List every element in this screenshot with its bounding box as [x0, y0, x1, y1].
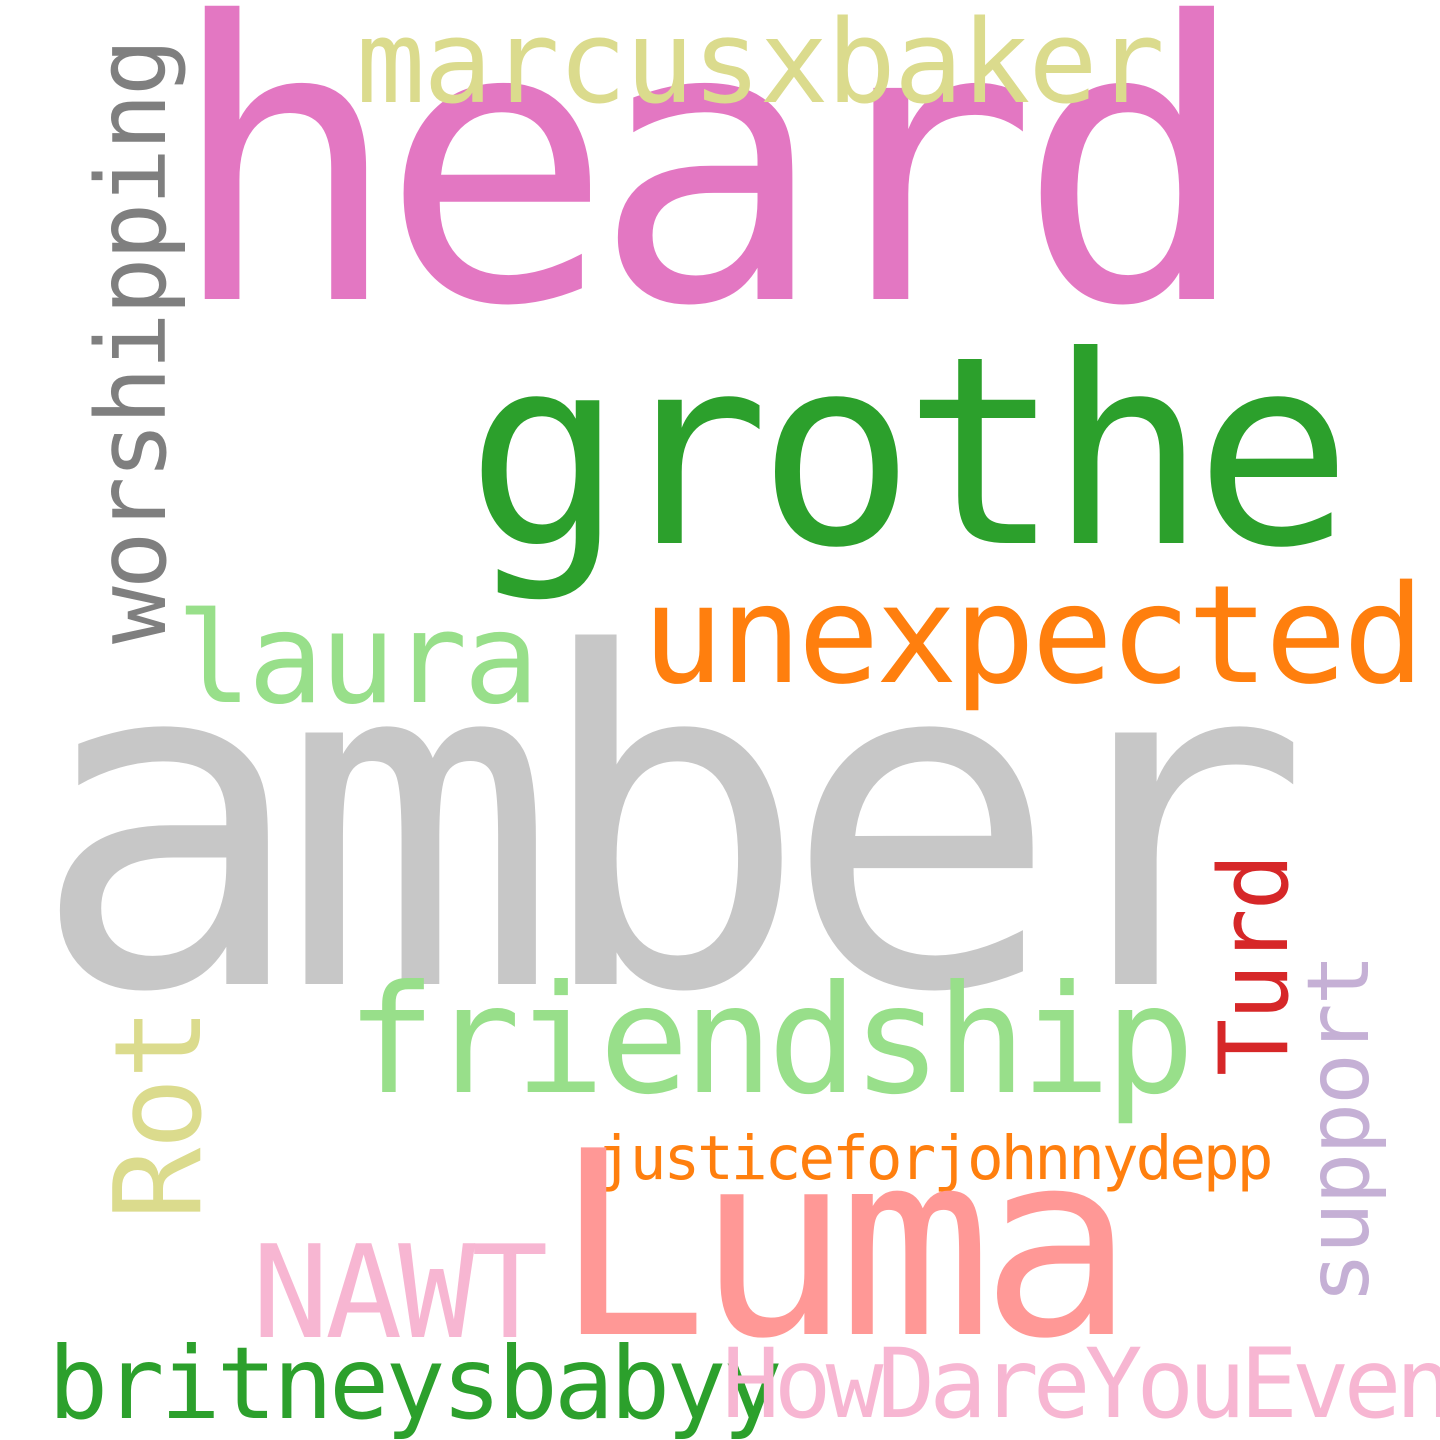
- word-justiceforjohnnydepp: justiceforjohnnydepp: [596, 1123, 1274, 1194]
- word-nawt: NAWT: [252, 1219, 548, 1368]
- word-heard: heard: [168, 0, 1250, 391]
- word-luma: Luma: [554, 1097, 1134, 1395]
- word-friendship: friendship: [346, 954, 1195, 1128]
- word-laura: laura: [176, 585, 539, 732]
- word-grothe: grothe: [466, 300, 1352, 605]
- word-howdareyoueven: HowDareYouEven: [722, 1328, 1440, 1440]
- word-unexpected: unexpected: [642, 557, 1425, 715]
- word-worshipping: worshipping: [76, 41, 188, 644]
- word-rot: Rot: [90, 1009, 229, 1220]
- word-support: support: [1289, 955, 1389, 1304]
- word-marcusxbaker: marcusxbaker: [356, 0, 1165, 130]
- word-britneysbabyy: britneysbabyy: [48, 1325, 783, 1440]
- word-amber: amber: [30, 558, 1311, 1093]
